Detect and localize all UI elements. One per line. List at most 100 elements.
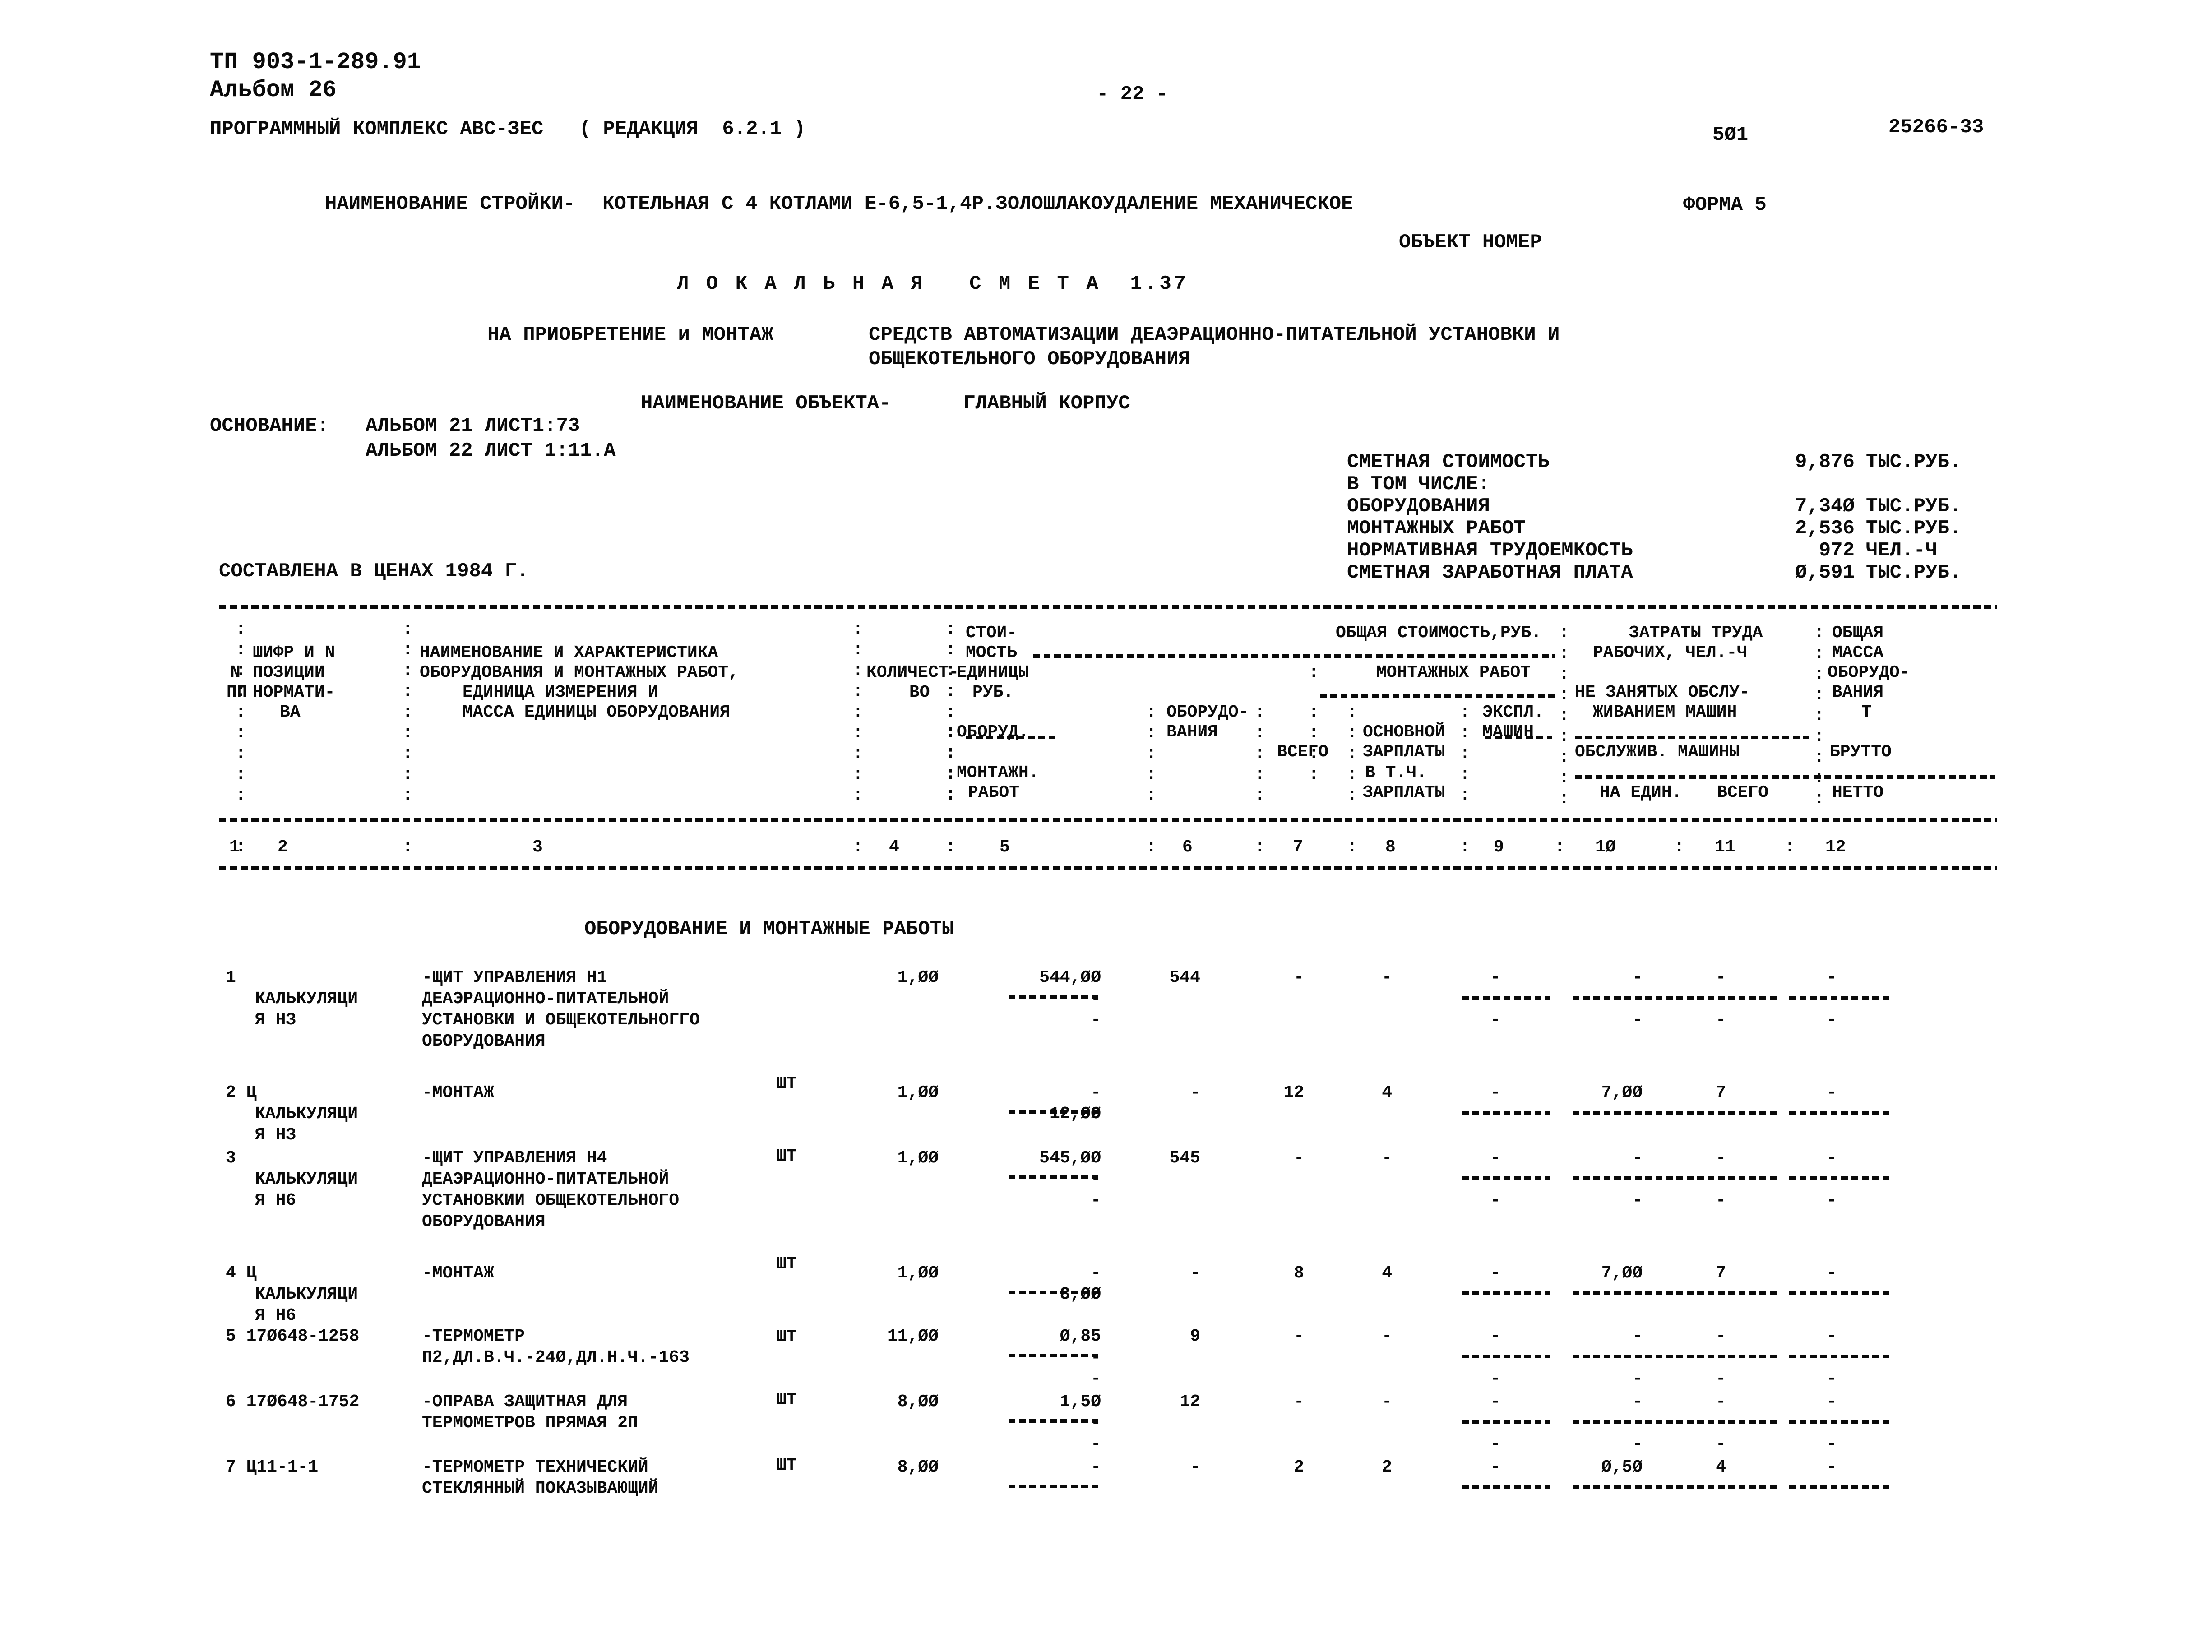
header-mass-1: ОБЩАЯ <box>1832 623 1884 643</box>
header-pp: ПП <box>227 683 247 702</box>
summary-unit: ТЫС.РУБ. <box>1866 495 1962 518</box>
row-c7-5: - <box>1294 1327 1304 1346</box>
row-dash-5-0 <box>1462 1355 1550 1358</box>
row-n-4: 4 Ц <box>226 1263 257 1283</box>
row-c12-7: - <box>1826 1458 1837 1477</box>
row-name-1-2: УСТАНОВКИ И ОБЩЕКОТЕЛЬНОГГО <box>422 1010 700 1030</box>
row-name-2-0: -МОНТАЖ <box>422 1083 494 1102</box>
row-n-3: 3 <box>226 1148 236 1168</box>
row-dash-4-3 <box>1789 1291 1891 1295</box>
row-name-3-2: УСТАНОВКИИ ОБЩЕКОТЕЛЬНОГО <box>422 1191 680 1210</box>
summary-label: СМЕТНАЯ СТОИМОСТЬ <box>1347 451 1550 473</box>
row-extra-dash-6-1: - <box>1632 1435 1643 1454</box>
colnum-sep-4: : <box>1146 838 1157 857</box>
row-code-4-2: Я Н6 <box>255 1306 296 1325</box>
row-code-1-2: Я НЗ <box>255 1010 296 1030</box>
row-c7-4: 8 <box>1294 1263 1304 1283</box>
header-c8-4: ЗАРПЛАТЫ <box>1363 783 1445 802</box>
row-dash-5-3 <box>1789 1355 1891 1358</box>
colnum-sep-1: : <box>403 838 413 857</box>
estimate-title: Л О К А Л Ь Н А Я С М Е Т А 1.37 <box>677 273 1189 295</box>
row-c10-4: 7,ØØ <box>1601 1263 1643 1283</box>
summary-label: ОБОРУДОВАНИЯ <box>1347 495 1490 518</box>
row-c12-6: - <box>1826 1392 1837 1411</box>
row-c10-5: - <box>1632 1327 1643 1346</box>
row-unit-1: ШТ <box>776 1074 797 1093</box>
colnum-sep-3: : <box>945 838 956 857</box>
row-name-4-0: -МОНТАЖ <box>422 1263 494 1283</box>
header-labour-2: РАБОЧИХ, ЧЕЛ.-Ч <box>1593 643 1748 662</box>
header-c9-1: ЭКСПЛ. <box>1482 703 1544 722</box>
row-name-3-0: -ЩИТ УПРАВЛЕНИЯ Н4 <box>422 1148 607 1168</box>
colnum-sep-7: : <box>1460 838 1470 857</box>
colnum-sep-6: : <box>1347 838 1357 857</box>
header-name-3: ЕДИНИЦА ИЗМЕРЕНИЯ И <box>463 683 658 702</box>
row-name-1-3: ОБОРУДОВАНИЯ <box>422 1032 546 1051</box>
header-sep-r3: : : : : : <box>1460 703 1470 805</box>
row-c6-1: 544 <box>1169 968 1200 987</box>
header-unitcost-7: РАБОТ <box>968 783 1020 802</box>
purpose-line-1: СРЕДСТВ АВТОМАТИЗАЦИИ ДЕАЭРАЦИОННО-ПИТАТ… <box>869 324 1560 346</box>
row-price-equip-4: - <box>1091 1263 1101 1283</box>
row-name-7-1: СТЕКЛЯННЫЙ ПОКАЗЫВАЮЩИЙ <box>422 1479 659 1498</box>
row-qty-1: 1,ØØ <box>897 968 939 987</box>
summary-value: 972 <box>1819 539 1855 562</box>
row-c12-2: - <box>1826 1083 1837 1102</box>
header-mass-5: Т <box>1861 703 1872 722</box>
row-code-1-1: КАЛЬКУЛЯЦИ <box>255 989 358 1009</box>
header-mass-4: ВАНИЯ <box>1832 683 1884 702</box>
page-number: - 22 - <box>1097 83 1168 106</box>
row-unit-4: ШТ <box>776 1327 797 1347</box>
row-code-2-2: Я НЗ <box>255 1125 296 1145</box>
header-labour-3: НЕ ЗАНЯТЫХ ОБСЛУ- <box>1575 683 1750 702</box>
row-c6-6: 12 <box>1180 1392 1200 1411</box>
row-dash-5-2 <box>1676 1355 1778 1358</box>
row-c9-4: - <box>1490 1263 1500 1283</box>
header-unitcost-4: РУБ. <box>972 683 1014 702</box>
row-c10-3: - <box>1632 1148 1643 1168</box>
row-dash-6-0 <box>1462 1420 1550 1424</box>
colnum-sep-2: : <box>853 838 863 857</box>
row-qty-4: 1,ØØ <box>897 1263 939 1283</box>
object-value: ГЛАВНЫЙ КОРПУС <box>963 392 1130 415</box>
header-rule-mass <box>1814 775 1995 779</box>
header-code-4: ВА <box>280 703 301 722</box>
row-name-6-1: ТЕРМОМЕТРОВ ПРЯМАЯ 2П <box>422 1413 638 1433</box>
header-labour-6: НА ЕДИН. <box>1600 783 1682 802</box>
header-sep-1: : : : : : : : : : <box>236 620 246 805</box>
column-number-11: 11 <box>1715 838 1735 857</box>
summary-label: НОРМАТИВНАЯ ТРУДОЕМКОСТЬ <box>1347 539 1633 562</box>
row-extra-dash-6-0: - <box>1490 1435 1500 1454</box>
header-unitcost-6: МОНТАЖН. <box>957 763 1039 782</box>
row-price-mont-3: - <box>1091 1170 1101 1189</box>
summary-unit: ТЫС.РУБ. <box>1866 517 1962 540</box>
row-c9-6: - <box>1490 1392 1500 1411</box>
row-dash-7-1 <box>1573 1485 1676 1489</box>
row-extra-dash-1-1: - <box>1632 1010 1643 1030</box>
row-c9-2: - <box>1490 1083 1500 1102</box>
header-sep-2: : : : : : : : : : <box>403 620 413 805</box>
header-sep-4: : : : : : : : : : <box>945 620 956 805</box>
row-price-mont-2: 12,ØØ <box>1049 1104 1101 1124</box>
row-dash-4-1 <box>1573 1291 1676 1295</box>
header-qty-1: КОЛИЧЕСТ- <box>866 663 959 682</box>
row-dash-2-2 <box>1676 1111 1778 1115</box>
row-unitcost-dash-1: - <box>1091 1010 1101 1030</box>
row-c12-1: - <box>1826 968 1837 987</box>
row-unitcost-rule-5 <box>1009 1354 1099 1357</box>
row-price-mont-6: - <box>1091 1413 1101 1433</box>
row-dash-4-0 <box>1462 1291 1550 1295</box>
summary-unit: ТЫС.РУБ. <box>1866 561 1962 584</box>
column-number-12: 12 <box>1825 838 1846 857</box>
row-extra-dash-6-2: - <box>1716 1435 1726 1454</box>
row-dash-3-3 <box>1789 1176 1891 1180</box>
row-extra-dash-5-2: - <box>1716 1369 1726 1388</box>
summary-value: 2,536 <box>1795 517 1855 540</box>
summary-value: 7,34Ø <box>1795 495 1855 518</box>
row-dash-2-1 <box>1573 1111 1676 1115</box>
column-number-5: 5 <box>1000 838 1010 857</box>
row-price-mont-1: - <box>1091 989 1101 1009</box>
row-c12-4: - <box>1826 1263 1837 1283</box>
row-unitcost-rule-6 <box>1009 1419 1099 1423</box>
